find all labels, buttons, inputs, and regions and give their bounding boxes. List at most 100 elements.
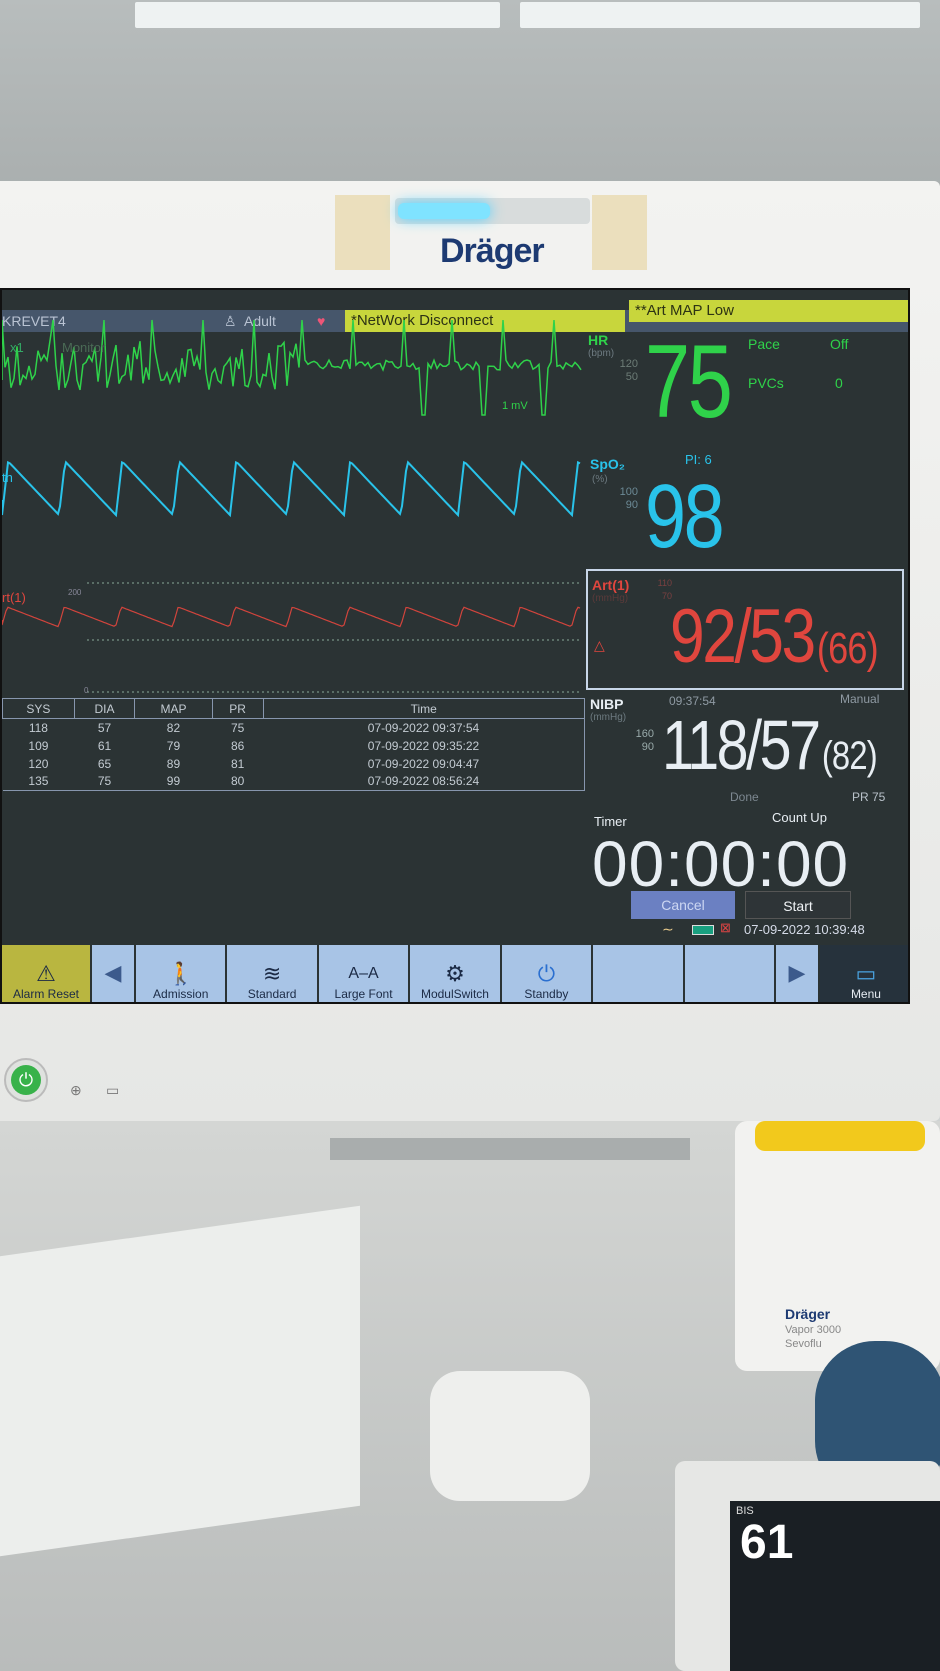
ac-power-icon: ∼	[662, 921, 674, 937]
bis-monitor: BIS 61	[675, 1461, 940, 1671]
menu-button[interactable]: ▭ Menu	[819, 945, 908, 1002]
table-cell: 89	[166, 756, 181, 771]
art-scale-top: 200	[68, 588, 82, 597]
tape	[335, 195, 390, 270]
timer-start-button[interactable]: Start	[745, 891, 851, 919]
background-room	[0, 0, 940, 200]
nibp-time: 09:37:54	[669, 694, 716, 708]
spo2-low-limit: 90	[625, 499, 638, 511]
hr-low-limit: 50	[625, 371, 638, 383]
table-cell: 82	[166, 720, 181, 735]
art-label: Art(1)	[592, 577, 630, 593]
table-cell: 07-09-2022 09:37:54	[367, 720, 480, 735]
table-cell: 79	[166, 738, 181, 753]
mount-rail	[330, 1138, 690, 1160]
art-wave-label: rt(1)	[2, 590, 26, 605]
table-header-row: SYS DIA MAP PR Time	[2, 698, 585, 719]
table-cell: 135	[28, 774, 49, 789]
power-icon: ⏻	[11, 1065, 41, 1095]
table-cell: 75	[97, 774, 112, 789]
header-bar: KREVET4 ♙ Adult ♥ *NetWork Disconnect **…	[2, 300, 908, 332]
pace-value: Off	[830, 336, 849, 352]
power-icon: ⏻	[537, 961, 556, 986]
table-cell: 07-09-2022 08:56:24	[367, 774, 480, 789]
art-waveform	[2, 606, 581, 628]
admission-label: Admission	[153, 987, 209, 1001]
column-header: DIA	[73, 698, 136, 719]
art-low-limit: 70	[661, 591, 672, 601]
ceiling-light	[135, 2, 500, 28]
table-row: 120 65 89 81 07-09-2022 09:04:47	[3, 755, 585, 773]
menu-label: Menu	[850, 987, 881, 1001]
table-cell: 99	[166, 774, 181, 789]
table-row: 109 61 79 86 07-09-2022 09:35:22	[3, 737, 585, 755]
art-value: 92/53	[670, 594, 816, 679]
standard-label: Standard	[247, 987, 297, 1001]
standby-label: Standby	[524, 987, 569, 1001]
table-cell: 07-09-2022 09:04:47	[367, 756, 480, 771]
art-mean: (66)	[816, 624, 879, 673]
ac-indicator-icon: ⊕	[70, 1082, 82, 1098]
bis-label: BIS	[736, 1505, 754, 1517]
table-cell: 57	[97, 720, 112, 735]
scroll-left-button[interactable]: ◀	[92, 945, 134, 1002]
standard-button[interactable]: ≋ Standard	[227, 945, 317, 1002]
hr-high-limit: 120	[619, 358, 638, 370]
suction-regulator	[430, 1371, 590, 1501]
empty-button[interactable]	[684, 945, 774, 1002]
alarm-off-icon: △	[594, 637, 605, 653]
spo2-high-limit: 100	[619, 486, 638, 498]
scroll-right-button[interactable]: ▶	[775, 945, 818, 1002]
table-cell: 81	[230, 756, 245, 771]
table-cell: 80	[230, 774, 245, 789]
table-cell: 118	[28, 720, 48, 735]
gear-icon: ⚙	[445, 961, 465, 986]
large-font-button[interactable]: A–A Large Font	[318, 945, 409, 1002]
table-cell: 120	[28, 756, 49, 771]
nibp-unit: (mmHg)	[590, 712, 627, 723]
chevron-left-icon: ◀	[104, 960, 122, 985]
bed-label: KREVET4	[2, 313, 66, 329]
table-cell: 61	[97, 738, 112, 753]
standby-button[interactable]: ⏻ Standby	[501, 945, 592, 1002]
patient-type[interactable]: Adult	[244, 313, 276, 329]
ecg-gain[interactable]: x1	[10, 340, 24, 355]
empty-button[interactable]	[593, 945, 683, 1002]
nibp-value: 118/57	[662, 706, 821, 784]
modul-switch-button[interactable]: ⚙ ModulSwitch	[410, 945, 500, 1002]
nibp-history-table: SYS DIA MAP PR Time 118 57 82 75 07-09-2022 …	[2, 698, 585, 791]
power-button[interactable]: ⏻	[4, 1058, 48, 1102]
nibp-mode: Manual	[840, 692, 880, 706]
standard-icon: ≋	[262, 961, 282, 986]
art-high-limit: 110	[657, 578, 672, 588]
spo2-label[interactable]: SpO₂	[590, 456, 625, 472]
table-cell: 86	[230, 738, 245, 753]
art-scale-bottom: 0	[84, 686, 89, 695]
timer-cancel-button[interactable]: Cancel	[631, 891, 735, 919]
vaporizer-model: Vapor 3000	[785, 1324, 842, 1336]
alarm-reset-button[interactable]: ⚠ Alarm Reset	[2, 945, 90, 1002]
nibp-status: Done	[730, 790, 759, 804]
art-panel[interactable]: Art(1) (mmHg) 110 70 △ 92/53 (66)	[586, 569, 904, 690]
vaporizer-brand: Dräger	[785, 1306, 831, 1322]
pvcs-label: PVCs	[748, 375, 784, 391]
column-header: MAP	[134, 698, 213, 719]
pi-value: PI: 6	[685, 452, 712, 467]
background-equipment: Dräger Vapor 3000 Sevoflu BIS 61	[0, 1121, 940, 1671]
nibp-label[interactable]: NIBP	[590, 696, 624, 712]
shelf	[0, 1205, 360, 1557]
admission-button[interactable]: 🚶 Admission	[136, 945, 226, 1002]
timer-mode[interactable]: Count Up	[772, 810, 827, 825]
alarm-reset-icon: ⚠	[36, 961, 56, 986]
hr-label[interactable]: HR	[588, 332, 609, 348]
alarm-reset-label: Alarm Reset	[12, 987, 80, 1001]
nibp-pr: PR 75	[852, 790, 886, 804]
modul-switch-label: ModulSwitch	[420, 987, 489, 1001]
table-cell: 109	[28, 738, 49, 753]
column-header: SYS	[2, 698, 75, 719]
monitor-screen: KREVET4 ♙ Adult ♥ *NetWork Disconnect **…	[0, 288, 910, 1004]
tape	[592, 195, 647, 270]
person-icon: ♙	[224, 313, 237, 329]
spo2-unit: (%)	[592, 474, 608, 485]
alarm-art-map-low[interactable]: **Art MAP Low	[629, 300, 908, 322]
